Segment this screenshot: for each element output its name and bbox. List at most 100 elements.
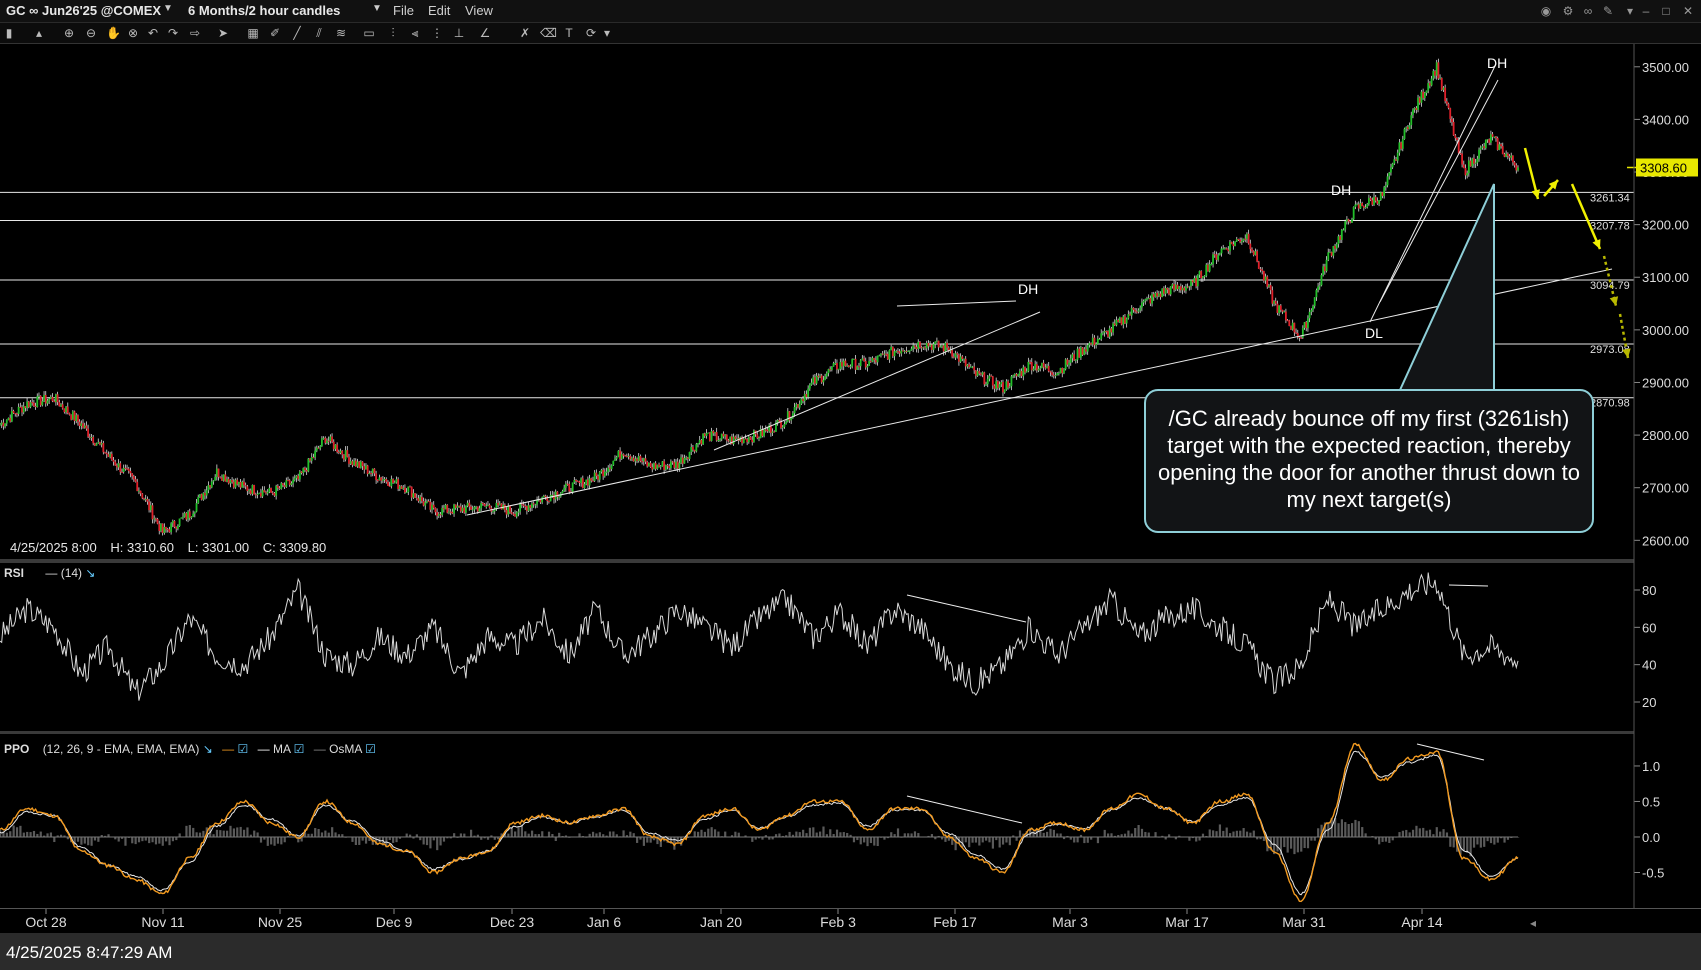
- candle-body: [16, 413, 18, 415]
- cursor-icon[interactable]: ➤: [217, 26, 229, 40]
- link-icon[interactable]: ∞: [1583, 4, 1593, 18]
- candle-body: [1066, 359, 1069, 365]
- crosshair-icon[interactable]: ⊗: [127, 26, 139, 40]
- ppo-settings-icon[interactable]: ↘: [202, 742, 213, 756]
- rsi-settings-icon[interactable]: ↘: [85, 566, 96, 580]
- angle-tool-icon[interactable]: ∠: [479, 26, 491, 40]
- candle-body: [1032, 368, 1035, 371]
- refresh-icon[interactable]: ⟳: [585, 26, 597, 40]
- osma-bar: [324, 830, 327, 837]
- measure-tool-icon[interactable]: ⊥: [453, 26, 465, 40]
- osma-bar: [242, 829, 246, 837]
- osma-bar: [76, 836, 80, 842]
- redo-icon[interactable]: ↷: [167, 26, 179, 40]
- candle-body: [1291, 322, 1294, 330]
- candle-body: [568, 484, 571, 492]
- osma-bar: [1378, 836, 1381, 845]
- timeframe-dropdown-icon[interactable]: ▼: [372, 3, 382, 14]
- osma-bar: [117, 836, 120, 842]
- status-bar: 4/25/2025 8:47:29 AM: [0, 933, 1701, 970]
- candle-body: [951, 350, 954, 357]
- osma-bar: [446, 836, 449, 839]
- osma-bar: [412, 836, 415, 839]
- osma-bar: [788, 831, 791, 837]
- candle-body: [642, 458, 645, 462]
- osma-checkbox-icon[interactable]: ☑: [365, 742, 376, 756]
- text-tool-icon[interactable]: T: [565, 26, 573, 40]
- restore-icon[interactable]: □: [1662, 4, 1670, 18]
- candle-body: [1276, 303, 1279, 313]
- hand-icon[interactable]: ✋: [106, 26, 121, 40]
- candle-body: [1015, 373, 1018, 377]
- candle-body: [1417, 97, 1419, 110]
- candle-body: [139, 490, 142, 494]
- chat-icon[interactable]: ◉: [1540, 4, 1552, 18]
- fan-tool-icon[interactable]: ⫽: [316, 26, 322, 40]
- ppo-legend[interactable]: PPO (12, 26, 9 - EMA, EMA, EMA) ↘ — ☑ — …: [4, 742, 376, 756]
- brush-icon[interactable]: ✐: [269, 26, 281, 40]
- mountain-chart-icon[interactable]: ▴: [35, 26, 43, 40]
- menu-file[interactable]: File: [393, 3, 414, 18]
- osma-bar: [527, 833, 530, 837]
- zoom-out-icon[interactable]: ⊖: [85, 26, 97, 40]
- osma-bar: [578, 833, 581, 837]
- eraser-icon[interactable]: ⌫: [540, 26, 557, 40]
- ppo-axis-label: 0.0: [1642, 830, 1660, 845]
- candle-body: [1486, 139, 1489, 141]
- candle-body: [61, 404, 64, 409]
- refresh-dropdown-icon[interactable]: ▾: [603, 26, 611, 40]
- candle-body: [417, 498, 420, 502]
- close-icon[interactable]: ✕: [1682, 4, 1694, 18]
- pin-icon[interactable]: ✎: [1602, 4, 1614, 18]
- chevron-down-icon[interactable]: ▾: [1626, 4, 1634, 18]
- osma-bar: [1262, 836, 1266, 841]
- undo-icon[interactable]: ↶: [147, 26, 159, 40]
- timeframe-selector[interactable]: 6 Months/2 hour candles: [188, 3, 341, 18]
- symbol-dropdown-icon[interactable]: ▼: [163, 3, 173, 14]
- rsi-pane: 80 60 40 20: [0, 572, 1656, 710]
- rectangle-tool-icon[interactable]: ▭: [363, 26, 375, 40]
- osma-bar: [192, 827, 195, 837]
- channel-tool-icon[interactable]: ≋: [335, 26, 347, 40]
- candle-body: [803, 394, 806, 402]
- grid-icon[interactable]: ▦: [247, 26, 259, 40]
- osma-bar: [144, 836, 147, 841]
- ppo-checkbox-icon[interactable]: ☑: [237, 742, 249, 756]
- candle-body: [1140, 302, 1143, 308]
- ma-checkbox-icon[interactable]: ☑: [293, 742, 305, 756]
- candle-body: [1132, 307, 1135, 310]
- osma-bar: [1069, 836, 1072, 840]
- gann-tool-icon[interactable]: ⫷: [411, 26, 419, 40]
- candle-body: [558, 496, 560, 498]
- next-icon[interactable]: ⇨: [189, 26, 201, 40]
- zoom-in-icon[interactable]: ⊕: [63, 26, 75, 40]
- candle-body: [729, 436, 732, 442]
- rsi-legend[interactable]: RSI — (14) ↘: [4, 566, 95, 580]
- menu-edit[interactable]: Edit: [428, 3, 451, 18]
- symbol-selector[interactable]: GC ∞ Jun26'25 @COMEX: [6, 3, 162, 18]
- candle-body: [1510, 155, 1513, 158]
- bar-chart-icon[interactable]: ▮: [5, 26, 13, 40]
- fib-tool-icon[interactable]: ⫶: [391, 26, 395, 40]
- osma-bar: [517, 826, 520, 837]
- candle-body: [393, 482, 396, 484]
- line-tool-icon[interactable]: ╱: [293, 26, 301, 40]
- candle-body: [217, 468, 220, 478]
- menu-view[interactable]: View: [465, 3, 493, 18]
- candle-body: [761, 428, 764, 437]
- candle-body: [1301, 327, 1304, 338]
- candle-body: [891, 346, 894, 357]
- minimize-icon[interactable]: –: [1642, 4, 1650, 18]
- candle-body: [114, 461, 117, 466]
- candle-body: [830, 366, 833, 371]
- candle-body: [507, 505, 510, 515]
- wrench-icon[interactable]: ✗: [519, 26, 531, 40]
- osma-bar: [93, 836, 97, 841]
- candle-body: [53, 401, 56, 403]
- gear-icon[interactable]: ⚙: [1562, 4, 1574, 18]
- cycle-tool-icon[interactable]: ⋮: [431, 26, 443, 40]
- candle-body: [93, 443, 96, 446]
- chart-canvas[interactable]: 2600.00 2700.00 2800.00 2900.00 3000.00 3100.…: [0, 44, 1701, 933]
- candle-body: [427, 500, 430, 502]
- osma-bar: [608, 831, 612, 837]
